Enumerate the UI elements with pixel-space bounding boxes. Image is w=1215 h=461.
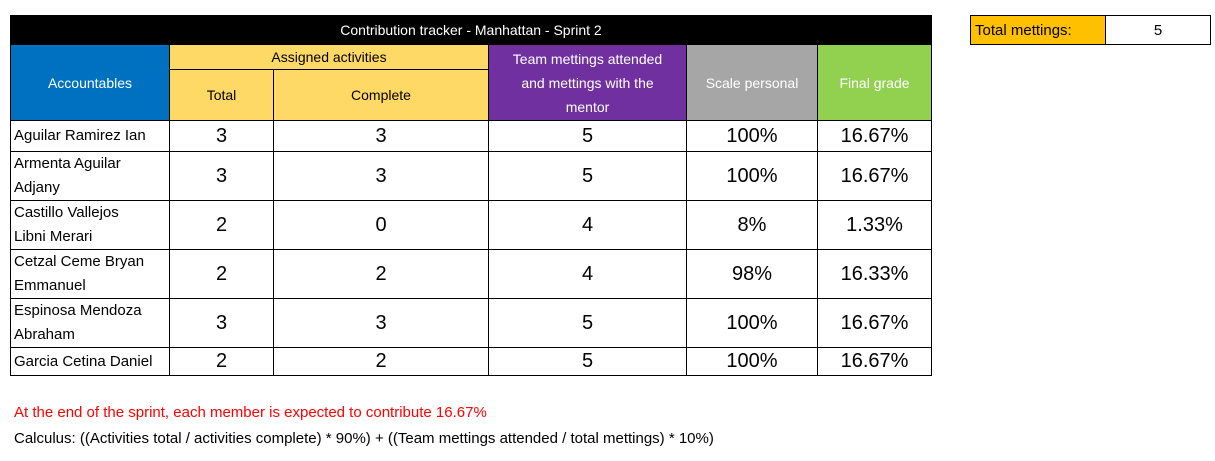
- header-assigned-activities[interactable]: Assigned activities: [169, 44, 489, 70]
- header-team-meetings[interactable]: Team mettings attended and mettings with…: [488, 44, 687, 121]
- title-row: Contribution tracker - Manhattan - Sprin…: [10, 15, 932, 45]
- final-cell[interactable]: 16.67%: [817, 120, 932, 152]
- team-cell[interactable]: 4: [488, 249, 687, 299]
- total-cell[interactable]: 3: [169, 120, 274, 152]
- name-line-2: Emmanuel: [14, 277, 86, 294]
- complete-cell[interactable]: 3: [273, 151, 489, 201]
- total-meetings-value[interactable]: 5: [1105, 15, 1211, 45]
- total-cell[interactable]: 3: [169, 151, 274, 201]
- header-accountables[interactable]: Accountables: [10, 44, 170, 121]
- total-cell[interactable]: 2: [169, 347, 274, 376]
- header-row-2: Total Complete: [11, 69, 932, 121]
- total-meetings-label[interactable]: Total mettings:: [970, 15, 1106, 45]
- table-row: Armenta Aguilar Adjany 3 3 5 100% 16.67%: [10, 151, 932, 201]
- contribution-table: Contribution tracker - Manhattan - Sprin…: [10, 15, 932, 376]
- scale-cell[interactable]: 100%: [686, 151, 818, 201]
- complete-cell[interactable]: 2: [273, 347, 489, 376]
- name-line-2: Adjany: [14, 179, 60, 196]
- final-cell[interactable]: 16.67%: [817, 151, 932, 201]
- header-team-line-1: Team mettings attended: [512, 50, 663, 67]
- header-complete[interactable]: Complete: [273, 69, 489, 121]
- team-cell[interactable]: 4: [488, 200, 687, 250]
- table-row: Espinosa Mendoza Abraham 3 3 5 100% 16.6…: [10, 298, 932, 348]
- final-cell[interactable]: 16.67%: [817, 298, 932, 348]
- accountable-name[interactable]: Armenta Aguilar Adjany: [10, 151, 170, 201]
- complete-cell[interactable]: 0: [273, 200, 489, 250]
- table-row: Aguilar Ramirez Ian 3 3 5 100% 16.67%: [10, 120, 932, 152]
- total-cell[interactable]: 2: [169, 200, 274, 250]
- final-cell[interactable]: 16.67%: [817, 347, 932, 376]
- total-meetings-box: Total mettings: 5: [970, 15, 1211, 45]
- header-total[interactable]: Total: [169, 69, 274, 121]
- scale-cell[interactable]: 8%: [686, 200, 818, 250]
- team-cell[interactable]: 5: [488, 120, 687, 152]
- team-cell[interactable]: 5: [488, 298, 687, 348]
- table-row: Garcia Cetina Daniel 2 2 5 100% 16.67%: [10, 347, 932, 376]
- name-line-1: Castillo Vallejos: [14, 204, 119, 221]
- header-team-line-3: mentor: [565, 98, 610, 115]
- complete-cell[interactable]: 3: [273, 120, 489, 152]
- table-title[interactable]: Contribution tracker - Manhattan - Sprin…: [10, 15, 932, 45]
- accountable-name[interactable]: Espinosa Mendoza Abraham: [10, 298, 170, 348]
- accountable-name[interactable]: Cetzal Ceme Bryan Emmanuel: [10, 249, 170, 299]
- header-row-1: Accountables Assigned activities Team me…: [10, 44, 932, 121]
- complete-cell[interactable]: 3: [273, 298, 489, 348]
- name-line-1: Armenta Aguilar: [14, 155, 121, 172]
- calculus-note: Calculus: ((Activities total / activitie…: [14, 430, 714, 447]
- scale-cell[interactable]: 100%: [686, 298, 818, 348]
- header-team-line-2: and mettings with the: [521, 74, 654, 91]
- total-cell[interactable]: 2: [169, 249, 274, 299]
- header-final-grade[interactable]: Final grade: [817, 44, 932, 121]
- accountable-name[interactable]: Aguilar Ramirez Ian: [10, 120, 170, 152]
- accountable-name[interactable]: Castillo Vallejos Libni Merari: [10, 200, 170, 250]
- accountable-name[interactable]: Garcia Cetina Daniel: [10, 347, 170, 376]
- expectation-note: At the end of the sprint, each member is…: [14, 404, 487, 421]
- name-line-1: Espinosa Mendoza: [14, 302, 142, 319]
- name-line-2: Libni Merari: [14, 228, 93, 245]
- name-line-1: Aguilar Ramirez Ian: [14, 127, 146, 144]
- total-cell[interactable]: 3: [169, 298, 274, 348]
- scale-cell[interactable]: 98%: [686, 249, 818, 299]
- name-line-1: Garcia Cetina Daniel: [14, 352, 153, 370]
- final-cell[interactable]: 16.33%: [817, 249, 932, 299]
- team-cell[interactable]: 5: [488, 151, 687, 201]
- complete-cell[interactable]: 2: [273, 249, 489, 299]
- scale-cell[interactable]: 100%: [686, 120, 818, 152]
- table-row: Cetzal Ceme Bryan Emmanuel 2 2 4 98% 16.…: [10, 249, 932, 299]
- final-cell[interactable]: 1.33%: [817, 200, 932, 250]
- name-line-1: Cetzal Ceme Bryan: [14, 253, 145, 270]
- team-cell[interactable]: 5: [488, 347, 687, 376]
- name-line-2: Abraham: [14, 326, 75, 343]
- table-row: Castillo Vallejos Libni Merari 2 0 4 8% …: [10, 200, 932, 250]
- scale-cell[interactable]: 100%: [686, 347, 818, 376]
- header-scale-personal[interactable]: Scale personal: [686, 44, 818, 121]
